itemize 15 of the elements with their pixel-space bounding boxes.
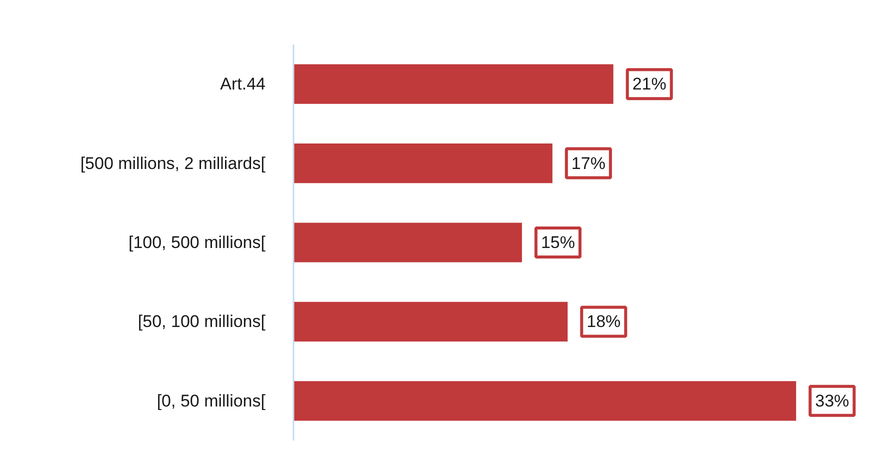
bar <box>294 302 568 342</box>
bar <box>294 64 614 104</box>
data-label: 18% <box>586 312 621 332</box>
bar <box>294 222 522 262</box>
y-tick-label: Art.44 <box>220 74 266 94</box>
data-label: 21% <box>632 74 666 94</box>
y-tick-label: [100, 500 millions[ <box>128 233 266 252</box>
data-label: 33% <box>815 391 850 410</box>
data-label: 17% <box>571 154 606 173</box>
y-tick-label: [50, 100 millions[ <box>138 312 266 332</box>
bar <box>294 381 796 421</box>
data-label: 15% <box>540 233 575 252</box>
y-tick-label: [0, 50 millions[ <box>156 391 266 410</box>
y-tick-label: [500 millions, 2 milliards[ <box>80 154 266 173</box>
bar <box>294 144 552 184</box>
